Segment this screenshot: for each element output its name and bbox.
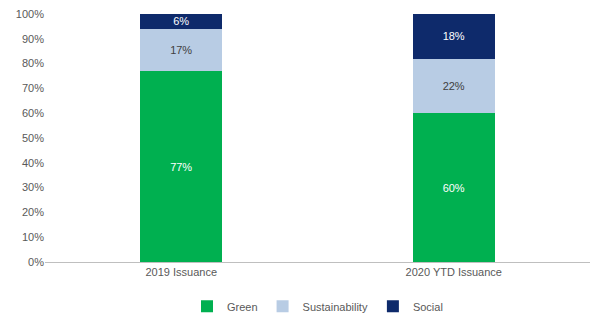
svg-text:2019 Issuance: 2019 Issuance	[145, 266, 217, 278]
svg-text:90%: 90%	[22, 33, 44, 45]
svg-text:40%: 40%	[22, 157, 44, 169]
svg-text:20%: 20%	[22, 206, 44, 218]
svg-text:80%: 80%	[22, 57, 44, 69]
svg-text:6%: 6%	[173, 15, 189, 27]
svg-text:22%: 22%	[443, 80, 465, 92]
svg-text:Social: Social	[413, 301, 443, 313]
svg-text:30%: 30%	[22, 181, 44, 193]
svg-text:50%: 50%	[22, 132, 44, 144]
svg-text:60%: 60%	[443, 182, 465, 194]
svg-text:18%: 18%	[443, 30, 465, 42]
svg-text:100%: 100%	[16, 8, 44, 20]
svg-text:Green: Green	[227, 301, 258, 313]
svg-text:70%: 70%	[22, 82, 44, 94]
svg-text:Sustainability: Sustainability	[303, 301, 368, 313]
svg-text:2020 YTD Issuance: 2020 YTD Issuance	[406, 266, 502, 278]
svg-text:60%: 60%	[22, 107, 44, 119]
svg-text:0%: 0%	[28, 256, 44, 268]
svg-text:17%: 17%	[170, 44, 192, 56]
svg-text:77%: 77%	[170, 161, 192, 173]
svg-text:10%: 10%	[22, 231, 44, 243]
